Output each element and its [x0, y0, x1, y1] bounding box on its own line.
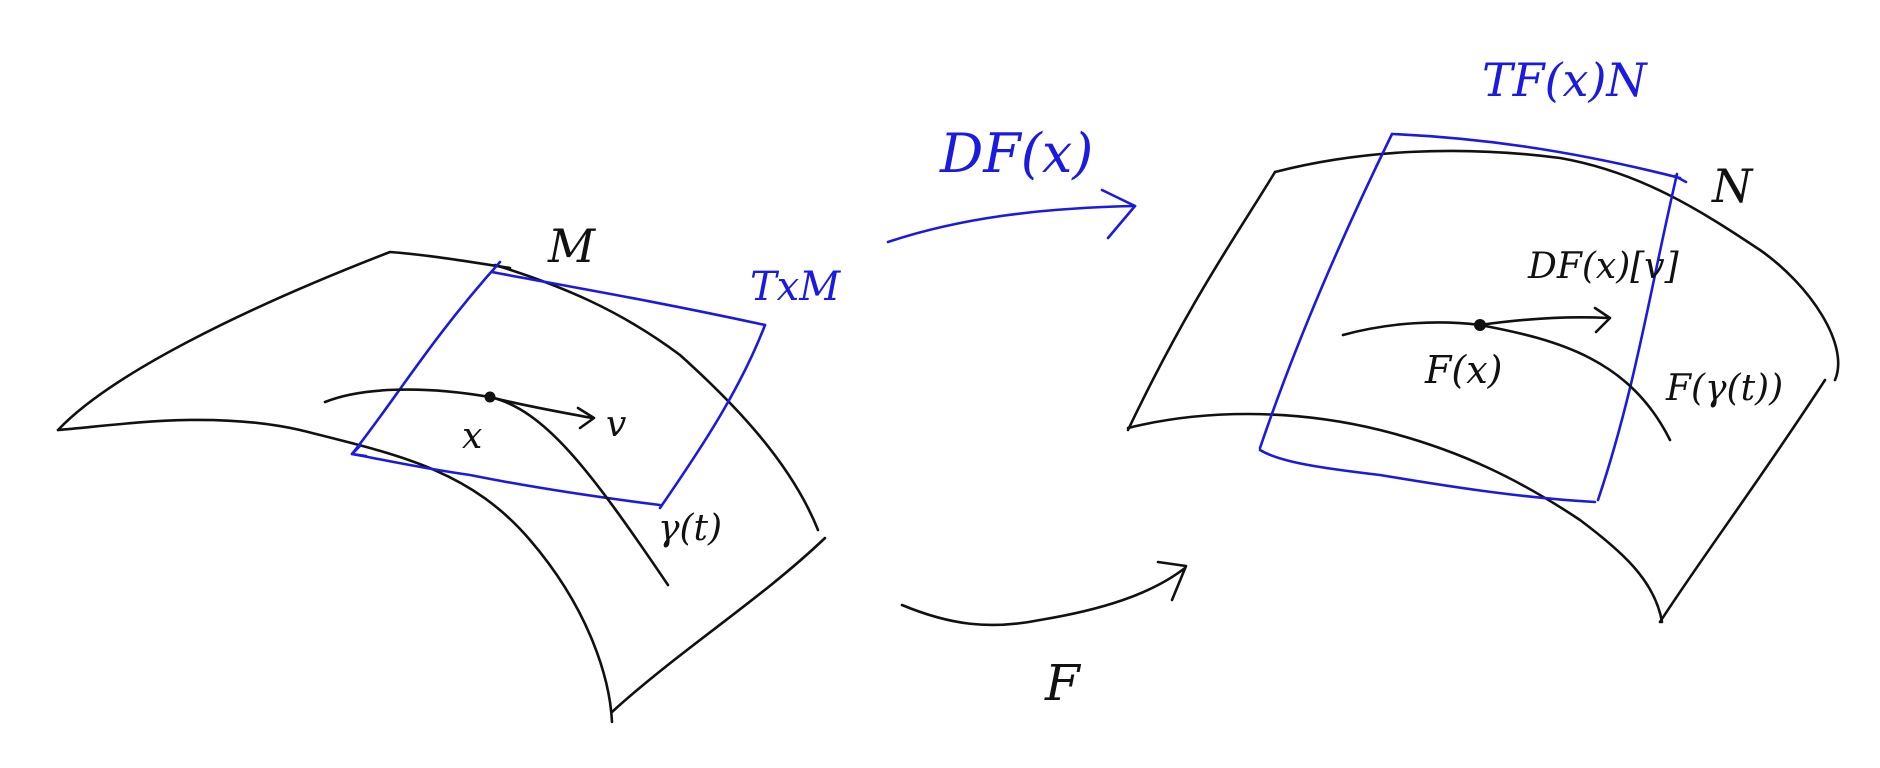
label-image-curve: F(γ(t)) — [1665, 368, 1783, 409]
tangent-plane-n-bottom — [1258, 448, 1597, 504]
label-curve-gamma: γ(t) — [658, 508, 722, 549]
arrow-differential-shaft — [886, 204, 1137, 244]
tangent-plane-n-left — [1258, 132, 1394, 450]
vector-v-arrow-head — [576, 406, 596, 430]
manifold-m — [56, 250, 827, 724]
label-tangent-space-m: TxM — [750, 264, 841, 310]
label-point-x: x — [462, 416, 482, 457]
manifold-m-bottom-right-edge — [610, 536, 827, 714]
vector-df-arrow-head — [1593, 306, 1612, 334]
manifold-m-top-edge-right — [493, 263, 820, 532]
tangent-plane-m-left — [350, 260, 502, 456]
curve-f-gamma — [1341, 321, 1672, 442]
point-fx-dot — [1474, 319, 1486, 331]
arrow-differential — [886, 188, 1137, 244]
label-differential: DF(x) — [939, 122, 1093, 185]
tangent-plane-n — [1258, 132, 1688, 504]
label-image-point: F(x) — [1424, 348, 1502, 392]
label-vector-v: v — [606, 404, 626, 445]
arrow-map-f-head — [1156, 560, 1188, 602]
arrow-map-f — [900, 560, 1188, 627]
tangent-plane-m-corner-tick — [350, 444, 368, 458]
label-manifold-m: M — [547, 219, 597, 273]
manifold-n-bottom-edge — [1126, 412, 1664, 624]
label-manifold-n: N — [1711, 159, 1754, 213]
manifold-m-bottom-edge — [56, 418, 614, 724]
vector-v-arrow-shaft — [488, 395, 594, 420]
manifold-m-top-edge — [56, 250, 512, 432]
curve-and-vector-n — [1341, 306, 1672, 442]
manifold-n-left-edge — [1126, 170, 1277, 432]
tangent-plane-m-bottom — [350, 452, 662, 507]
label-map-f: F — [1044, 654, 1082, 712]
tangent-plane-m-right — [658, 323, 767, 510]
label-image-vector: DF(x)[v] — [1527, 246, 1680, 287]
tangent-plane-n-right — [1596, 172, 1679, 502]
arrow-differential-head — [1100, 188, 1137, 240]
vector-df-arrow-shaft — [1478, 315, 1610, 327]
tangent-plane-n-top — [1390, 132, 1682, 180]
manifold-n — [1126, 149, 1840, 624]
label-tangent-space-n: TF(x)N — [1482, 53, 1648, 107]
arrow-map-f-shaft — [900, 566, 1187, 627]
manifold-n-right-edge — [1658, 378, 1827, 624]
tangent-plane-m — [350, 260, 767, 510]
point-x-dot — [484, 391, 496, 403]
tangent-plane-m-top — [490, 270, 767, 327]
curve-and-vector-m — [323, 388, 670, 587]
manifold-n-top-edge — [1273, 149, 1840, 382]
